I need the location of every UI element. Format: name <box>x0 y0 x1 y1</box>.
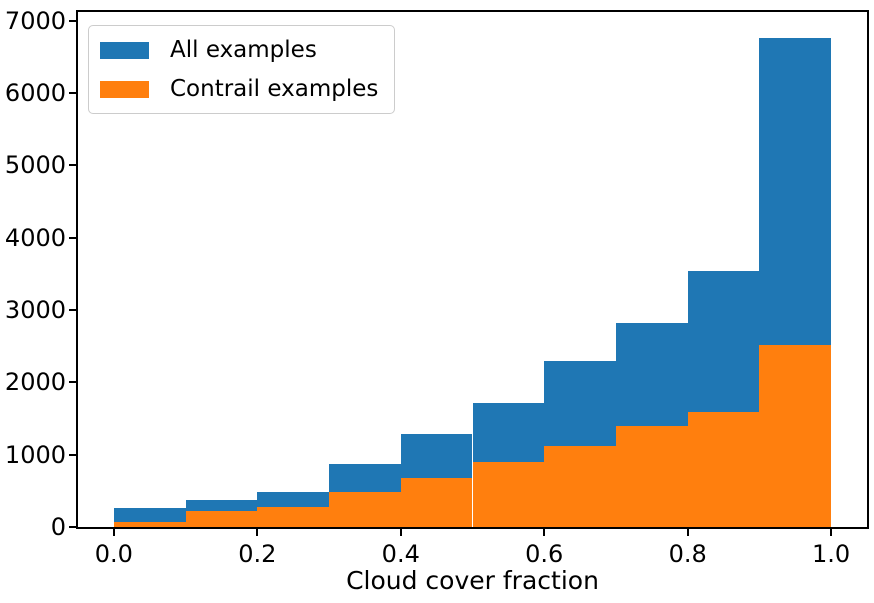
y-tick-mark-4000 <box>69 236 78 239</box>
y-tick-label-4000: 4000 <box>4 223 66 252</box>
x-tick-mark-0.6 <box>543 527 546 536</box>
x-tick-label-0.6: 0.6 <box>525 540 564 568</box>
y-tick-label-2000: 2000 <box>4 368 66 397</box>
x-tick-mark-0.2 <box>256 527 259 536</box>
y-tick-mark-5000 <box>69 164 78 167</box>
y-tick-label-5000: 5000 <box>4 151 66 180</box>
x-axis-label: Cloud cover fraction <box>346 566 599 595</box>
x-tick-mark-0.0 <box>112 527 115 536</box>
legend-swatch-all-examples-icon <box>100 41 149 59</box>
legend-swatch-contrail-examples-icon <box>100 80 149 98</box>
y-tick-label-3000: 3000 <box>4 296 66 324</box>
bar-contrail-examples-4 <box>400 478 473 527</box>
bar-contrail-examples-6 <box>544 445 616 527</box>
legend-row-all-examples: All examples <box>100 37 378 63</box>
bar-contrail-examples-3 <box>329 492 401 527</box>
y-tick-mark-3000 <box>69 309 78 311</box>
legend: All examples Contrail examples <box>88 25 396 114</box>
legend-label-contrail-examples: Contrail examples <box>170 76 379 102</box>
bars-layer <box>78 12 867 527</box>
y-tick-label-0: 0 <box>50 513 66 541</box>
legend-row-contrail-examples: Contrail examples <box>100 76 378 102</box>
x-tick-label-0.2: 0.2 <box>238 540 277 568</box>
bar-contrail-examples-5 <box>472 462 545 527</box>
y-tick-mark-2000 <box>69 381 78 384</box>
plot-area <box>76 10 869 529</box>
bar-contrail-examples-8 <box>687 412 760 527</box>
bar-contrail-examples-7 <box>615 426 688 527</box>
x-tick-label-1.0: 1.0 <box>812 540 851 568</box>
x-tick-mark-1.0 <box>830 527 833 536</box>
y-tick-label-1000: 1000 <box>4 440 66 469</box>
y-tick-mark-1000 <box>69 453 78 456</box>
y-tick-label-6000: 6000 <box>4 79 66 107</box>
y-tick-mark-6000 <box>69 92 78 94</box>
x-tick-mark-0.4 <box>399 527 402 536</box>
bar-contrail-examples-0 <box>113 521 186 527</box>
y-tick-mark-0 <box>69 526 78 528</box>
legend-label-all-examples: All examples <box>170 37 317 63</box>
x-tick-mark-0.8 <box>686 527 689 536</box>
y-tick-label-7000: 7000 <box>4 6 66 35</box>
x-tick-label-0.8: 0.8 <box>668 540 707 568</box>
x-tick-label-0.4: 0.4 <box>381 540 420 568</box>
y-tick-mark-7000 <box>69 19 78 22</box>
bar-contrail-examples-9 <box>759 344 832 527</box>
bar-contrail-examples-2 <box>257 507 330 527</box>
bar-contrail-examples-1 <box>185 511 258 527</box>
x-tick-label-0.0: 0.0 <box>94 540 133 568</box>
